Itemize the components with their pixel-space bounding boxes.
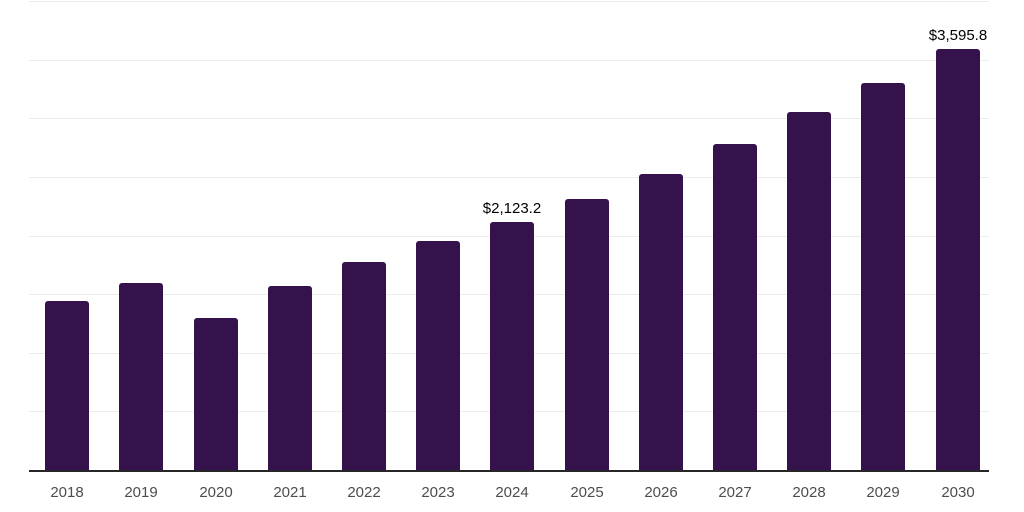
x-tick-label-2025: 2025 [570,484,604,501]
x-tick-label-2021: 2021 [273,484,307,501]
data-label-2024: $2,123.2 [482,200,542,217]
gridline [29,118,989,119]
bar-2018[interactable] [45,301,89,471]
x-tick-label-2018: 2018 [50,484,84,501]
bar-2021[interactable] [268,286,312,471]
x-tick-label-2027: 2027 [718,484,752,501]
x-tick-label-2024: 2024 [495,484,529,501]
x-tick-label-2023: 2023 [421,484,455,501]
x-tick-label-2022: 2022 [347,484,381,501]
gridline [29,60,989,61]
bar-2023[interactable] [416,241,460,471]
bar-2026[interactable] [639,174,683,471]
x-tick-label-2019: 2019 [124,484,158,501]
bar-2020[interactable] [194,318,238,471]
bar-2019[interactable] [119,283,163,471]
x-axis-line [29,470,989,472]
x-tick-label-2026: 2026 [644,484,678,501]
x-tick-label-2020: 2020 [199,484,233,501]
x-tick-label-2029: 2029 [866,484,900,501]
bar-2028[interactable] [787,112,831,471]
x-tick-label-2028: 2028 [792,484,826,501]
bar-2022[interactable] [342,262,386,471]
gridline [29,177,989,178]
data-label-2030: $3,595.8 [928,27,988,44]
gridline [29,1,989,2]
bar-2024[interactable] [490,222,534,471]
x-tick-label-2030: 2030 [941,484,975,501]
bar-2025[interactable] [565,199,609,471]
bar-2029[interactable] [861,83,905,471]
bar-2030[interactable] [936,49,980,471]
bar-2027[interactable] [713,144,757,471]
